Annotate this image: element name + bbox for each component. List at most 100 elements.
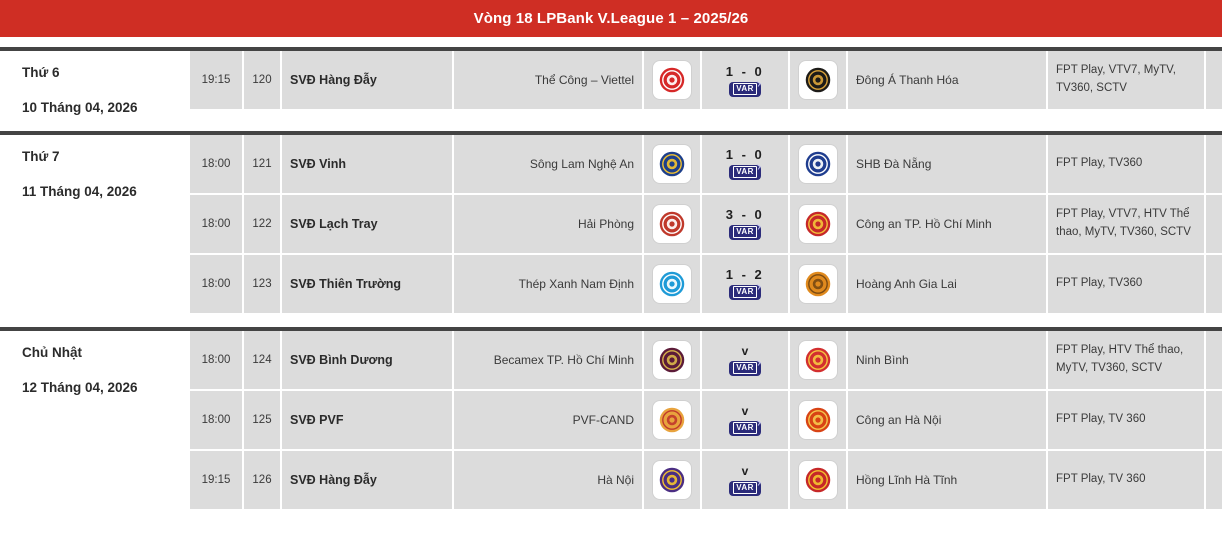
becamex-crest-icon: [659, 347, 685, 372]
match-stadium: SVĐ Lạch Tray: [282, 194, 454, 253]
away-team-name[interactable]: Đông Á Thanh Hóa: [848, 51, 1048, 109]
ha-tinh-crest-icon: [805, 467, 831, 492]
match-time: 19:15: [190, 450, 244, 509]
away-team-name[interactable]: Công an Hà Nội: [848, 390, 1048, 449]
home-team-logo: [644, 194, 702, 253]
var-badge: VAR: [729, 284, 761, 301]
match-time: 18:00: [190, 254, 244, 313]
match-time: 18:00: [190, 194, 244, 253]
table-row[interactable]: 18:00 123 SVĐ Thiên Trường Thép Xanh Nam…: [190, 254, 1222, 313]
home-team-name[interactable]: Thể Công – Viettel: [454, 51, 644, 109]
section-divider: [0, 326, 1222, 331]
logo-tile: [799, 340, 837, 379]
var-badge: VAR: [729, 419, 761, 436]
match-score[interactable]: 1 - 0 VAR: [702, 51, 790, 109]
away-team-logo: [790, 134, 848, 193]
var-tick-icon: [754, 80, 761, 87]
section-divider: [0, 47, 1222, 51]
var-label: VAR: [733, 421, 757, 434]
hagl-crest-icon: [805, 271, 831, 296]
var-badge: VAR: [729, 80, 761, 97]
home-team-logo: [644, 254, 702, 313]
score-value: 1 - 2: [725, 267, 765, 283]
away-team-name[interactable]: Hồng Lĩnh Hà Tĩnh: [848, 450, 1048, 509]
table-row[interactable]: 19:15 120 SVĐ Hàng Đẫy Thể Công – Viette…: [190, 51, 1222, 109]
away-team-logo: [790, 51, 848, 109]
match-time: 18:00: [190, 330, 244, 389]
logo-tile: [799, 264, 837, 303]
match-number: 123: [244, 254, 282, 313]
match-score[interactable]: 1 - 2 VAR: [702, 254, 790, 313]
match-score[interactable]: 1 - 0 VAR: [702, 134, 790, 193]
match-time: 19:15: [190, 51, 244, 109]
match-score[interactable]: 3 - 0 VAR: [702, 194, 790, 253]
match-number: 121: [244, 134, 282, 193]
away-team-logo: [790, 450, 848, 509]
broadcast-channels: FPT Play, TV 360: [1048, 390, 1206, 449]
away-team-name[interactable]: Công an TP. Hồ Chí Minh: [848, 194, 1048, 253]
row-edge-cell: [1206, 51, 1222, 109]
score-value: 1 - 0: [725, 63, 765, 79]
home-team-logo: [644, 134, 702, 193]
home-team-name[interactable]: PVF-CAND: [454, 390, 644, 449]
page-title: Vòng 18 LPBank V.League 1 – 2025/26: [473, 10, 749, 27]
header-spacer: [0, 37, 1222, 47]
var-label: VAR: [733, 166, 757, 179]
ha-noi-fc-crest-icon: [659, 467, 685, 492]
away-team-name[interactable]: Ninh Bình: [848, 330, 1048, 389]
logo-tile: [799, 61, 837, 99]
day-date: 11 Tháng 04, 2026: [22, 183, 137, 199]
viettel-crest-icon: [659, 67, 685, 93]
var-label: VAR: [733, 226, 757, 239]
logo-tile: [799, 204, 837, 243]
day-section: Thứ 7 11 Tháng 04, 2026 18:00 121 SVĐ Vi…: [0, 134, 1222, 313]
away-team-name[interactable]: Hoàng Anh Gia Lai: [848, 254, 1048, 313]
hai-phong-crest-icon: [659, 211, 685, 236]
match-stadium: SVĐ Hàng Đẫy: [282, 450, 454, 509]
match-number: 120: [244, 51, 282, 109]
section-spacer: [0, 312, 1222, 327]
home-team-name[interactable]: Hà Nội: [454, 450, 644, 509]
home-team-logo: [644, 390, 702, 449]
logo-tile: [653, 340, 691, 379]
table-row[interactable]: 18:00 122 SVĐ Lạch Tray Hải Phòng 3 - 0 …: [190, 194, 1222, 253]
day-header: Thứ 7 11 Tháng 04, 2026: [0, 135, 190, 201]
match-score[interactable]: v VAR: [702, 330, 790, 389]
table-row[interactable]: 18:00 124 SVĐ Bình Dương Becamex TP. Hồ …: [190, 330, 1222, 389]
row-edge-cell: [1206, 330, 1222, 389]
broadcast-channels: FPT Play, VTV7, HTV Thể thao, MyTV, TV36…: [1048, 194, 1206, 253]
var-label: VAR: [733, 82, 757, 95]
row-edge-cell: [1206, 194, 1222, 253]
away-team-name[interactable]: SHB Đà Nẵng: [848, 134, 1048, 193]
away-team-logo: [790, 254, 848, 313]
row-edge-cell: [1206, 134, 1222, 193]
match-number: 125: [244, 390, 282, 449]
logo-tile: [799, 460, 837, 499]
match-score[interactable]: v VAR: [702, 450, 790, 509]
day-date: 10 Tháng 04, 2026: [22, 99, 138, 115]
table-row[interactable]: 18:00 121 SVĐ Vinh Sông Lam Nghệ An 1 - …: [190, 134, 1222, 193]
pvf-cand-crest-icon: [659, 407, 685, 432]
cong-an-hcm-crest-icon: [805, 211, 831, 236]
match-list: 18:00 124 SVĐ Bình Dương Becamex TP. Hồ …: [190, 330, 1222, 509]
thanh-hoa-crest-icon: [805, 67, 831, 93]
broadcast-channels: FPT Play, TV360: [1048, 134, 1206, 193]
home-team-name[interactable]: Hải Phòng: [454, 194, 644, 253]
var-badge: VAR: [729, 164, 761, 181]
logo-tile: [799, 144, 837, 183]
match-stadium: SVĐ Bình Dương: [282, 330, 454, 389]
home-team-logo: [644, 330, 702, 389]
day-name: Thứ 7: [22, 148, 60, 164]
home-team-name[interactable]: Becamex TP. Hồ Chí Minh: [454, 330, 644, 389]
table-row[interactable]: 18:00 125 SVĐ PVF PVF-CAND v VAR Công an…: [190, 390, 1222, 449]
match-score[interactable]: v VAR: [702, 390, 790, 449]
match-stadium: SVĐ Hàng Đẫy: [282, 51, 454, 109]
day-date: 12 Tháng 04, 2026: [22, 379, 138, 395]
home-team-name[interactable]: Thép Xanh Nam Định: [454, 254, 644, 313]
ninh-binh-crest-icon: [805, 347, 831, 372]
table-row[interactable]: 19:15 126 SVĐ Hàng Đẫy Hà Nội v VAR Hồng…: [190, 450, 1222, 509]
var-badge: VAR: [729, 359, 761, 376]
var-badge: VAR: [729, 224, 761, 241]
home-team-name[interactable]: Sông Lam Nghệ An: [454, 134, 644, 193]
